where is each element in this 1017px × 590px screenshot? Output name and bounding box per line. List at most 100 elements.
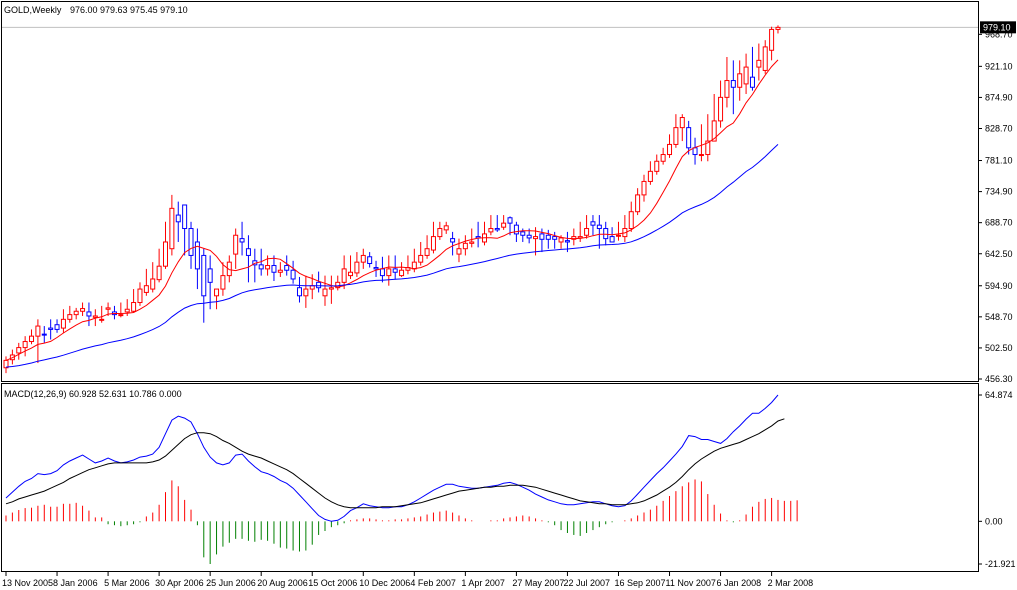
candle-body — [131, 302, 137, 312]
candle-body — [718, 96, 724, 122]
macd-tick-label: 64.874 — [985, 390, 1013, 400]
time-tick-label: 1 Apr 2007 — [461, 578, 505, 588]
candle-body — [143, 285, 149, 293]
time-tick-label: 30 Apr 2006 — [155, 578, 204, 588]
candle-body — [635, 194, 641, 213]
time-tick-label: 6 Jan 2008 — [717, 578, 762, 588]
candle-body — [277, 269, 283, 273]
time-tick-label: 15 Oct 2006 — [308, 578, 357, 588]
candle-body — [705, 140, 711, 156]
candle-body — [628, 211, 634, 230]
candle-body — [137, 288, 143, 304]
current-price-label: 979.10 — [983, 22, 1011, 32]
candle-body — [92, 315, 98, 318]
candle-body — [322, 288, 328, 297]
time-tick-label: 2 Mar 2008 — [768, 578, 814, 588]
signal-line — [5, 418, 785, 509]
candle-body — [80, 308, 86, 312]
axes-group: 456.30 502.50 548.70 594.90 642.50 688.70 734.… — [2, 21, 1016, 588]
candle-body — [150, 278, 156, 290]
candle-body — [667, 143, 673, 156]
candle-body — [60, 318, 66, 329]
moving-average-slow — [5, 144, 779, 368]
price-tick-label: 828.70 — [985, 124, 1013, 134]
candle-body — [175, 214, 181, 223]
candle-body — [749, 76, 755, 88]
candle-body — [571, 236, 577, 240]
candle-body — [526, 234, 532, 239]
candle-body — [456, 248, 462, 255]
time-tick-label: 10 Dec 2006 — [359, 578, 410, 588]
macd-label: MACD(12,26,9) 60.928 52.631 10.786 0.000 — [4, 389, 182, 399]
candle-body — [469, 241, 475, 244]
candle-body — [724, 80, 730, 98]
candle-body — [392, 268, 398, 273]
candle-body — [564, 240, 570, 243]
candle-body — [67, 314, 73, 320]
candle-body — [507, 217, 513, 224]
macd-tick-label: -21.921 — [985, 559, 1016, 569]
candle-body — [290, 269, 296, 280]
candle-body — [730, 80, 736, 88]
candle-body — [124, 308, 130, 313]
candle-body — [513, 224, 519, 235]
price-tick-label: 502.50 — [985, 343, 1013, 353]
time-tick-label: 27 May 2007 — [512, 578, 564, 588]
candle-body — [379, 268, 385, 277]
candle-body — [533, 236, 539, 240]
candle-body — [360, 254, 366, 263]
candle-body — [328, 287, 334, 290]
candle-body — [99, 318, 105, 321]
candle-body — [399, 269, 405, 277]
candle-body — [341, 268, 347, 283]
time-tick-label: 16 Sep 2007 — [614, 578, 665, 588]
price-tick-label: 456.30 — [985, 374, 1013, 384]
candle-body — [552, 236, 558, 240]
candle-body — [207, 268, 213, 283]
candle-body — [450, 238, 456, 243]
candle-body — [201, 254, 207, 297]
candle-body — [239, 238, 245, 243]
candle-body — [756, 59, 762, 68]
candle-body — [584, 228, 590, 236]
candle-body — [271, 265, 277, 273]
candle-body — [762, 46, 768, 71]
price-tick-label: 688.70 — [985, 218, 1013, 228]
candle-body — [296, 287, 302, 297]
candle-body — [284, 265, 290, 271]
candle-body — [163, 241, 168, 267]
candle-body — [737, 73, 743, 88]
candle-body — [367, 256, 373, 265]
macd-series-group — [5, 394, 798, 564]
candle-body — [641, 180, 647, 196]
candle-body — [214, 288, 220, 297]
candle-body — [596, 224, 602, 230]
price-tick-label: 968.70 — [985, 29, 1013, 39]
macd-tick-label: 0.00 — [985, 516, 1003, 526]
time-tick-label: 25 Jun 2006 — [206, 578, 256, 588]
candle-body — [86, 311, 92, 317]
candle-body — [335, 281, 341, 289]
price-tick-label: 594.90 — [985, 281, 1013, 291]
candle-body — [590, 221, 596, 226]
candle-body — [743, 66, 749, 85]
candle-body — [194, 241, 200, 270]
candle-body — [673, 127, 679, 145]
candle-body — [443, 225, 449, 231]
price-tick-label: 642.50 — [985, 249, 1013, 259]
candle-body — [348, 271, 354, 277]
candle-body — [386, 268, 392, 277]
ohlc-readout: 976.00 979.63 975.45 979.10 — [70, 5, 188, 15]
candle-body — [679, 117, 685, 129]
time-tick-label: 5 Mar 2006 — [104, 578, 150, 588]
candle-body — [188, 228, 194, 256]
candle-body — [373, 267, 379, 270]
time-tick-label: 8 Jan 2006 — [53, 578, 98, 588]
candle-body — [769, 28, 775, 51]
candle-body — [169, 207, 175, 250]
time-tick-label: 11 Nov 2007 — [666, 578, 716, 588]
candle-body — [558, 237, 564, 243]
candle-body — [539, 233, 545, 240]
